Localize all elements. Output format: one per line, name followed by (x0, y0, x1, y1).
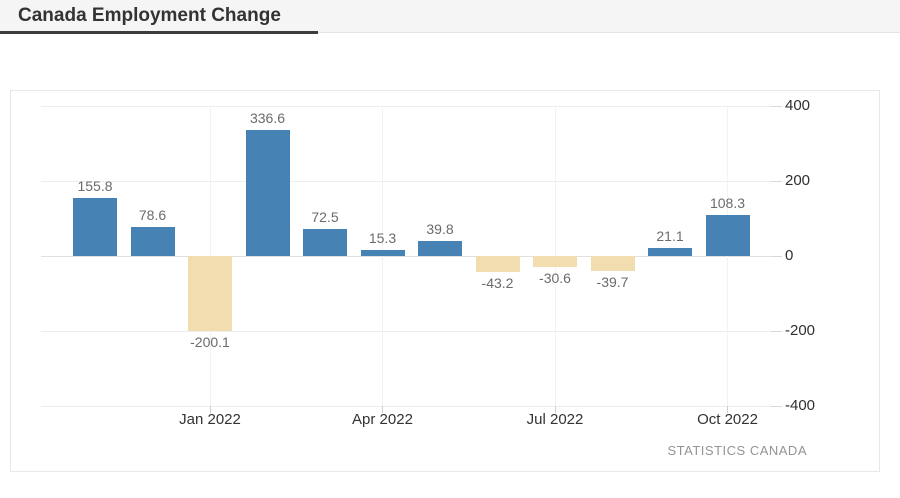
x-axis-tick (554, 406, 556, 413)
x-axis-tick (727, 406, 728, 413)
bar-value-label: 39.8 (426, 221, 454, 238)
y-axis-tick (771, 330, 782, 332)
bar-value-label: 336.6 (249, 109, 286, 126)
y-axis-tick-label: 400 (785, 97, 811, 114)
y-gridline (41, 180, 771, 182)
chart-attribution: STATISTICS CANADA (667, 443, 807, 458)
bar-dec-2021[interactable] (130, 226, 175, 256)
bar-value-label: -39.7 (596, 273, 629, 290)
bar-value-label: 21.1 (656, 228, 684, 245)
bar-value-label: -43.2 (481, 275, 514, 292)
x-gridline (727, 106, 728, 406)
y-axis-tick (771, 105, 782, 107)
bar-apr-2022[interactable] (360, 250, 405, 256)
y-axis-tick-label: 0 (785, 247, 794, 264)
chart-card: 400 200 0 -200 -400 Jan 2022 Apr 2022 Jul 2022 O… (10, 90, 880, 472)
bar-may-2022[interactable] (418, 241, 462, 256)
page-title: Canada Employment Change (18, 5, 281, 26)
x-axis-tick-label: Jan 2022 (179, 411, 241, 428)
y-gridline (41, 105, 771, 107)
bar-value-label: 15.3 (368, 230, 397, 247)
bar-value-label: 108.3 (709, 195, 746, 212)
bar-feb-2022[interactable] (245, 129, 290, 256)
chart-plot-area: 400 200 0 -200 -400 Jan 2022 Apr 2022 Jul 2022 O… (11, 91, 879, 471)
bar-jan-2022[interactable] (188, 256, 232, 332)
x-gridline (382, 106, 383, 406)
y-axis-tick-label: 200 (785, 172, 811, 189)
y-axis-tick-label: -400 (785, 397, 816, 414)
page-header: Canada Employment Change (0, 0, 900, 34)
x-axis-tick (209, 406, 211, 413)
x-axis-tick-label: Jul 2022 (526, 411, 584, 428)
bar-sep-2022[interactable] (648, 248, 692, 256)
bar-value-label: 78.6 (138, 206, 167, 223)
x-axis-tick-label: Apr 2022 (352, 411, 413, 428)
bar-aug-2022[interactable] (590, 256, 635, 271)
bar-value-label: 155.8 (77, 177, 113, 194)
bar-value-label: -200.1 (190, 334, 230, 351)
y-gridline (41, 255, 771, 257)
y-axis-tick-label: -200 (785, 322, 816, 339)
y-gridline (41, 405, 771, 407)
y-axis-tick (771, 255, 782, 257)
y-gridline (41, 330, 771, 332)
bar-jun-2022[interactable] (475, 256, 520, 273)
y-axis-tick (771, 180, 782, 182)
bar-oct-2022[interactable] (705, 215, 750, 256)
y-axis-tick (771, 405, 782, 407)
title-underline (0, 31, 318, 34)
bar-value-label: 72.5 (311, 208, 339, 225)
bar-mar-2022[interactable] (303, 228, 347, 256)
bar-nov-2021[interactable] (73, 197, 117, 256)
bar-jul-2022[interactable] (533, 256, 577, 268)
x-axis-tick-label: Oct 2022 (697, 411, 758, 428)
x-axis-tick (382, 406, 383, 413)
bar-value-label: -30.6 (539, 270, 571, 287)
